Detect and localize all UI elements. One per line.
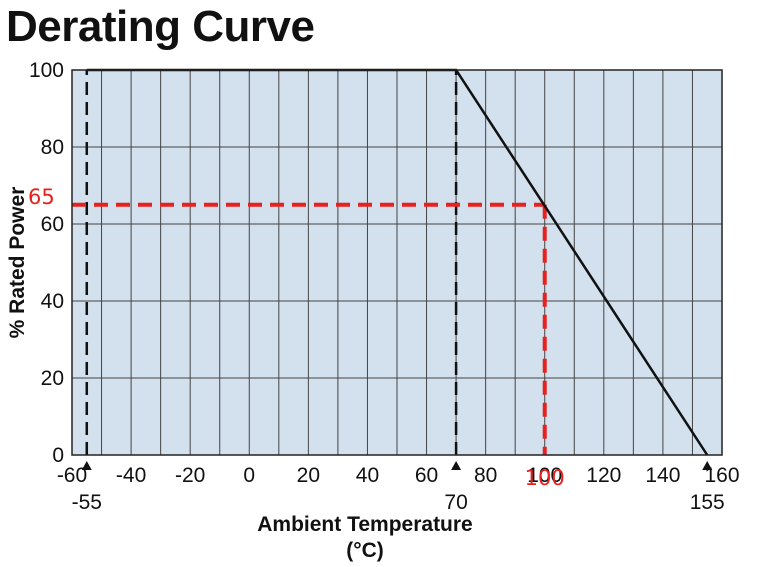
chart-title: Derating Curve: [6, 2, 315, 51]
marker-label: 155: [690, 491, 725, 514]
red-dashed-guides: [72, 202, 547, 455]
x-tick-label: -20: [175, 464, 205, 487]
red-annotation-y-label: 65: [28, 185, 55, 209]
y-tick-label: 60: [41, 213, 64, 236]
x-tick-label: -40: [116, 464, 146, 487]
marker-label: 70: [444, 491, 467, 514]
y-tick-label: 20: [41, 367, 64, 390]
x-tick-label: 100: [527, 464, 562, 487]
y-tick-label: 0: [52, 444, 64, 467]
x-tick-label: 80: [474, 464, 497, 487]
y-tick-label: 40: [41, 290, 64, 313]
x-tick-label: 40: [356, 464, 379, 487]
x-tick-label: 0: [243, 464, 255, 487]
markers: -55 70 155: [72, 461, 725, 514]
marker-triangle: [702, 461, 713, 470]
x-tick-label: -60: [57, 464, 87, 487]
plot-frame: [71, 69, 723, 456]
marker-triangle: [81, 461, 92, 470]
x-tick-label: 160: [704, 464, 739, 487]
x-tick-label: 20: [297, 464, 320, 487]
x-tick-label: 140: [645, 464, 680, 487]
x-axis-title: Ambient Temperature: [257, 513, 473, 536]
marker-triangle: [451, 461, 462, 470]
black-dashed-guides: [85, 70, 458, 455]
tick-labels: -60 -40 -20 0 20 40 60 80 100 120 140 160 0 20 40 60 80 1…: [29, 59, 740, 487]
y-tick-label: 100: [29, 59, 64, 82]
red-annotation-x-label: 100: [525, 466, 565, 490]
x-axis-unit: (°C): [346, 539, 384, 562]
x-tick-label: 60: [415, 464, 438, 487]
y-tick-label: 80: [41, 136, 64, 159]
marker-label: -55: [72, 491, 102, 514]
x-tick-label: 120: [586, 464, 621, 487]
y-axis-title: % Rated Power: [6, 187, 29, 339]
